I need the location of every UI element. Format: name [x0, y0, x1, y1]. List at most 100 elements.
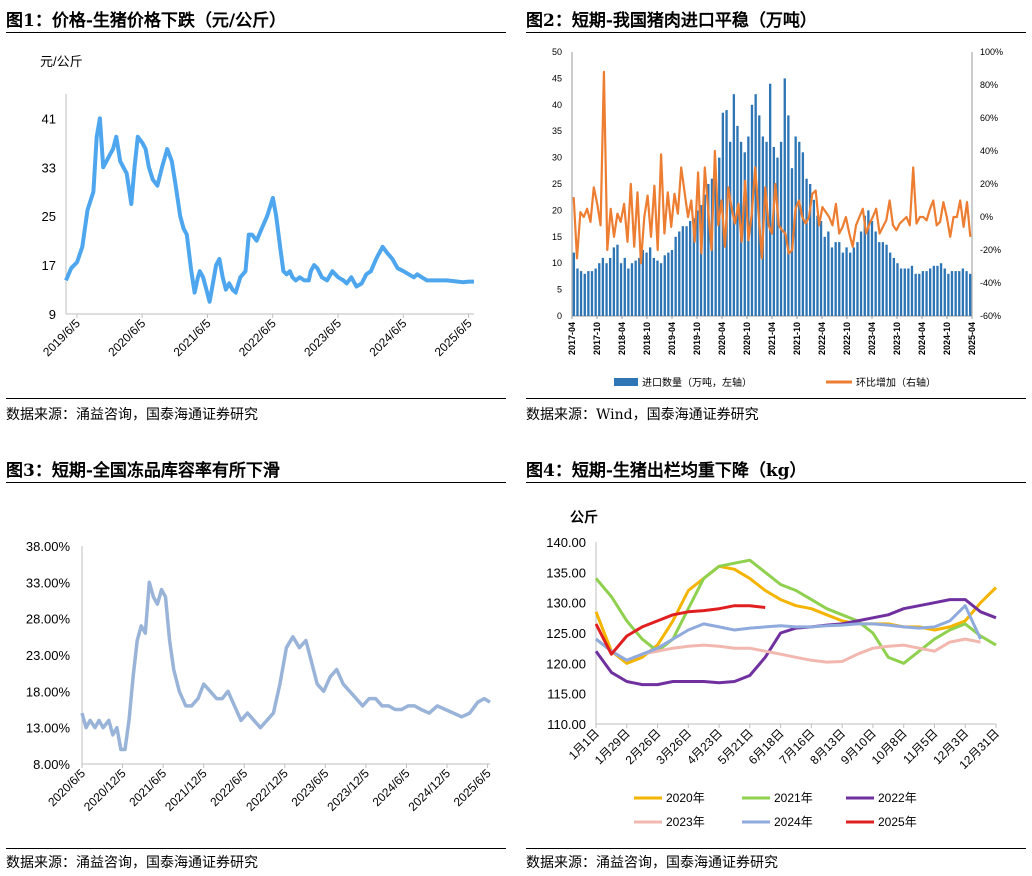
x-tick-label: 2021/12/5: [162, 766, 210, 814]
import-bar: [594, 268, 597, 316]
x-tick-label: 2024-04: [917, 322, 927, 355]
import-bar: [834, 242, 837, 316]
import-bar: [678, 231, 681, 316]
import-bar: [845, 247, 848, 316]
import-bar: [892, 257, 896, 316]
x-tick-label: 2018-10: [642, 322, 652, 355]
import-bar: [612, 247, 616, 316]
import-bar: [925, 271, 928, 316]
import-bar: [619, 263, 623, 316]
import-bar: [878, 242, 881, 316]
import-bar: [667, 252, 670, 316]
series-line-2023年: [595, 637, 981, 664]
import-bar: [816, 215, 819, 316]
y-tick-label: 130.00: [546, 596, 586, 611]
x-tick-label: 2025/6/5: [432, 316, 475, 359]
import-bar: [798, 141, 801, 316]
panel-frozen-storage: 图3：短期-全国冻品库容率有所下滑 8.00% 13.00% 18.00% 23.00…: [6, 452, 506, 876]
right-tick-label: 60%: [980, 113, 998, 123]
y-tick-label: 140.00: [546, 535, 586, 550]
import-bar: [874, 231, 877, 316]
series-line-pig-price: [64, 116, 474, 304]
x-tick-label: 2023-10: [892, 322, 902, 355]
import-bar: [769, 83, 772, 316]
y-tick-label: 23.00%: [26, 648, 71, 663]
import-bar: [627, 268, 630, 316]
y-axis-unit: 公斤: [570, 509, 598, 525]
import-bar: [718, 157, 721, 316]
import-bar: [954, 271, 957, 316]
y-tick-label: 25: [42, 209, 56, 224]
source-rule: [6, 848, 506, 849]
panel-title: 图1：价格-生猪价格下跌（元/公斤）: [6, 11, 287, 31]
import-bar: [729, 141, 732, 316]
right-tick-label: 0%: [980, 212, 993, 222]
import-bar: [787, 115, 790, 317]
import-bar: [689, 221, 692, 316]
import-bar: [936, 265, 939, 316]
import-bar: [801, 152, 805, 316]
import-bar: [827, 231, 830, 316]
x-tick-label: 2022/12/5: [243, 766, 291, 814]
import-bar: [765, 141, 768, 316]
import-bar: [692, 218, 696, 316]
chart-frozen-storage: 8.00% 13.00% 18.00% 23.00% 28.00% 33.00% 38.00…: [26, 539, 494, 814]
import-bar: [681, 226, 685, 316]
import-bar: [870, 221, 874, 316]
import-bar: [605, 263, 608, 316]
x-tick-label: 2019-10: [692, 322, 702, 355]
import-bar: [649, 247, 652, 316]
panel-title: 图2：短期-我国猪肉进口平稳（万吨）: [526, 11, 817, 31]
import-bar: [859, 231, 863, 316]
series-line-2021年: [594, 558, 997, 665]
chart-slaughter-weight: 公斤 110.00 115.00 120.00 125.00 130.00 135.00 14…: [546, 509, 1002, 829]
import-bar: [699, 205, 703, 316]
y-tick-label: 41: [42, 111, 56, 126]
right-tick-label: 100%: [980, 47, 1003, 57]
import-bar: [656, 260, 659, 316]
import-bar: [630, 263, 634, 316]
import-bar: [899, 268, 903, 316]
import-bar: [830, 247, 834, 316]
source-note: 数据来源：涌益咨询，国泰海通证券研究: [526, 855, 778, 871]
source-rule: [6, 398, 506, 399]
x-tick-label: 2023/12/5: [324, 766, 372, 814]
import-bar: [703, 194, 706, 316]
import-bar: [645, 252, 648, 316]
import-bar: [743, 152, 746, 316]
y-axis-unit: 元/公斤: [40, 54, 83, 69]
import-bar: [587, 271, 590, 316]
y-tick-label: 9: [49, 307, 56, 322]
import-bar: [623, 257, 626, 316]
import-bar: [776, 157, 779, 316]
import-bar: [696, 210, 699, 316]
x-tick-label: 2020/6/5: [105, 316, 148, 359]
import-bar: [852, 247, 856, 316]
right-tick-label: -20%: [980, 245, 1001, 255]
import-bar: [641, 250, 645, 316]
y-tick-label: 135.00: [546, 565, 586, 580]
import-bar: [805, 178, 808, 316]
import-bar: [841, 252, 845, 316]
import-bar: [674, 236, 677, 316]
import-bar: [921, 271, 925, 316]
series-line-storage-rate: [80, 580, 491, 752]
import-bar: [732, 94, 736, 316]
source-note: 数据来源：涌益咨询，国泰海通证券研究: [6, 855, 258, 871]
import-bar: [965, 271, 968, 316]
x-tick-label: 2021-04: [767, 322, 777, 355]
right-tick-label: 20%: [980, 179, 998, 189]
import-bar: [929, 268, 932, 316]
left-tick-label: 15: [552, 232, 562, 242]
right-tick-label: 40%: [980, 146, 998, 156]
x-tick-label: 2020-10: [742, 322, 752, 355]
import-bar: [685, 226, 688, 316]
import-bar: [601, 257, 605, 316]
left-tick-label: 45: [552, 73, 562, 83]
import-bar: [932, 265, 936, 316]
legend-label: 2023年: [666, 815, 705, 829]
title-rule: [6, 32, 506, 33]
legend-label: 2021年: [774, 791, 813, 805]
x-tick-label: 2025-04: [967, 322, 977, 355]
x-tick-label: 2020/12/5: [81, 766, 129, 814]
